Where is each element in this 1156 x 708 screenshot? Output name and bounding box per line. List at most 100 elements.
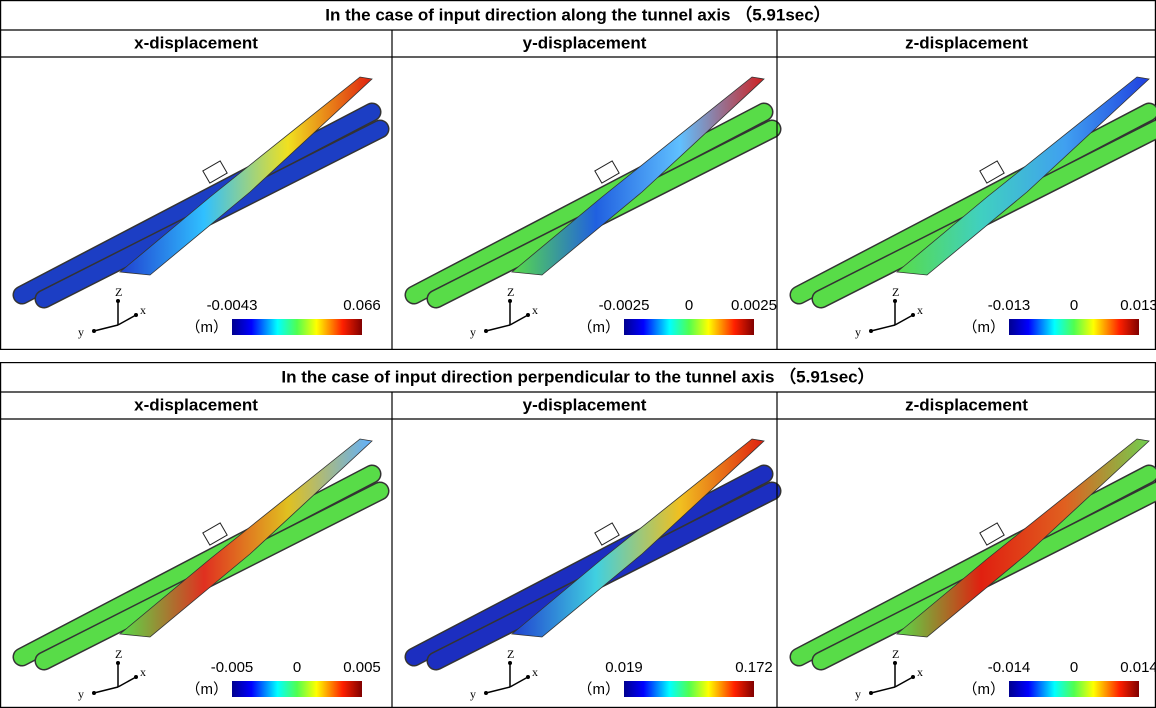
ramp-deck [896,76,1150,276]
axis-arrow [93,686,119,694]
axis-label-x: x [532,665,538,679]
axis-arrow [509,314,529,326]
unit-label: （m） [578,681,621,698]
axis-arrowhead [116,299,120,303]
color-bar [232,319,362,335]
section-title: In the case of input direction perpendic… [281,366,874,386]
panel-image: Zy x （m） -0.005 0 0.005 [12,438,390,701]
segment-joint [979,160,1005,184]
tunnel [14,466,380,665]
axis-label-y: y [470,325,476,339]
ramp-deck [119,438,373,638]
scale-label: 0.0025 [731,297,777,314]
axis-label-z: Z [507,647,514,661]
tunnel [406,466,772,665]
segment-joint [594,160,620,184]
axis-label-z: Z [507,285,514,299]
color-bar [1009,681,1139,697]
tunnel [14,104,380,303]
axis-arrow [117,676,137,688]
scale-label: 0.019 [605,659,643,676]
panel-heading: y-displacement [523,395,647,414]
axis-label-x: x [917,665,923,679]
scale-label: -0.013 [988,297,1031,314]
axis-arrow [509,676,529,688]
axis-arrowhead [911,313,915,317]
axis-label-y: y [78,325,84,339]
axis-arrowhead [484,329,488,333]
scale-label: 0.005 [343,659,381,676]
panel-heading: z-displacement [905,395,1028,414]
axis-arrowhead [526,313,530,317]
tunnel [406,104,772,303]
unit-label: （m） [186,319,229,336]
ramp-deck [119,76,373,276]
scale-label: 0.172 [735,659,773,676]
color-bar [232,681,362,697]
axis-arrowhead [869,691,873,695]
scale-label: -0.0025 [599,297,650,314]
panel-image: Zy x （m） 0.019 0.172 [404,438,782,701]
segment-joint [594,522,620,546]
axis-arrow [894,676,914,688]
axis-arrow [117,314,137,326]
ramp-deck [511,76,765,276]
section-border [0,0,1156,350]
unit-label: （m） [186,681,229,698]
axis-arrowhead [508,661,512,665]
axis-arrow [485,324,511,332]
tunnel [791,466,1156,665]
axis-label-y: y [855,325,861,339]
section-title: In the case of input direction along the… [325,4,830,24]
axis-label-x: x [917,303,923,317]
scale-label: -0.005 [211,659,254,676]
color-bar [1009,319,1139,335]
axis-arrow [485,686,511,694]
scale-label: 0 [1070,659,1078,676]
axis-arrowhead [92,691,96,695]
panel-image: Zy x （m） -0.013 0 0.013 [789,76,1156,339]
axis-arrow [93,324,119,332]
ramp-deck [511,438,765,638]
axis-arrowhead [134,675,138,679]
scale-label: 0 [685,297,693,314]
color-bar [624,681,754,697]
panel-heading: z-displacement [905,33,1028,52]
axis-arrowhead [484,691,488,695]
axis-label-y: y [78,687,84,701]
axis-arrow [894,314,914,326]
segment-joint [979,522,1005,546]
axis-arrowhead [911,675,915,679]
scale-label: 0.013 [1120,297,1156,314]
axis-arrowhead [893,299,897,303]
axis-arrowhead [526,675,530,679]
panel-image: Zy x （m） -0.0025 0 0.0025 [404,76,782,339]
axis-arrowhead [134,313,138,317]
panel-image: Zy x （m） -0.014 0 0.014 [789,438,1156,701]
unit-label: （m） [963,319,1006,336]
ramp-deck [896,438,1150,638]
scale-label: 0 [293,659,301,676]
scale-label: 0.014 [1120,659,1156,676]
axis-label-z: Z [892,285,899,299]
axis-arrowhead [893,661,897,665]
section-border [0,362,1156,708]
axis-arrow [870,324,896,332]
axis-label-z: Z [115,647,122,661]
axis-arrowhead [508,299,512,303]
axis-arrow [870,686,896,694]
scale-label: -0.014 [988,659,1031,676]
axis-label-x: x [140,665,146,679]
panel-heading: y-displacement [523,33,647,52]
scale-label: 0.066 [343,297,381,314]
axis-arrowhead [92,329,96,333]
panel-heading: x-displacement [134,395,258,414]
segment-joint [202,160,228,184]
color-bar [624,319,754,335]
tunnel [791,104,1156,303]
axis-label-y: y [470,687,476,701]
axis-label-x: x [140,303,146,317]
segment-joint [202,522,228,546]
axis-label-x: x [532,303,538,317]
